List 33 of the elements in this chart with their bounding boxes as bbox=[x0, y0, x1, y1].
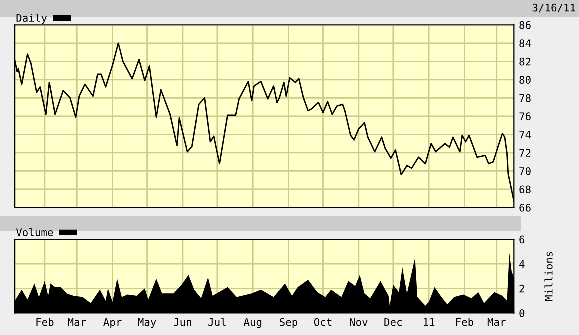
x-tick-label: Jun bbox=[174, 318, 192, 326]
legend-label: Daily bbox=[16, 14, 48, 24]
x-tick-label: Mar bbox=[68, 318, 86, 326]
text: 3/16/11 bbox=[532, 4, 576, 13]
y-tick-label: 74 bbox=[520, 131, 532, 139]
x-tick-label: Dec bbox=[384, 318, 402, 326]
y-tick-label: 4 bbox=[520, 260, 525, 268]
x-tick-label: Oct bbox=[314, 318, 332, 326]
x-tick-label: Nov bbox=[350, 318, 368, 326]
y-tick-label: 68 bbox=[520, 186, 531, 194]
y-tick-label: 72 bbox=[520, 149, 531, 157]
y-tick-label: 82 bbox=[520, 58, 531, 66]
y-tick-label: 76 bbox=[520, 112, 531, 121]
y-tick-label: 84 bbox=[520, 40, 532, 48]
x-tick-label: Feb bbox=[36, 318, 54, 326]
y-tick-label: 66 bbox=[520, 204, 531, 212]
x-tick-label: Apr bbox=[104, 318, 122, 328]
y-tick-label: 2 bbox=[520, 284, 524, 293]
x-tick-label: Aug bbox=[244, 318, 262, 328]
x-tick-label: May bbox=[138, 318, 156, 328]
x-tick-label: Sep bbox=[280, 318, 298, 328]
x-tick-label: Jul bbox=[208, 318, 226, 326]
y-tick-label: 86 bbox=[520, 21, 531, 30]
x-tick-label: 11 bbox=[424, 318, 435, 326]
y-tick-label: 6 bbox=[520, 236, 525, 244]
legend-label: Volume bbox=[16, 228, 54, 236]
y-tick-label: 0 bbox=[520, 309, 525, 318]
x-tick-label: Mar bbox=[488, 318, 506, 326]
x-tick-label: Feb bbox=[456, 318, 474, 326]
y-tick-label: 80 bbox=[520, 76, 531, 84]
y-tick-label: 70 bbox=[520, 167, 531, 176]
y-axis-title: Millions bbox=[544, 252, 553, 302]
y-tick-label: 78 bbox=[520, 94, 531, 102]
